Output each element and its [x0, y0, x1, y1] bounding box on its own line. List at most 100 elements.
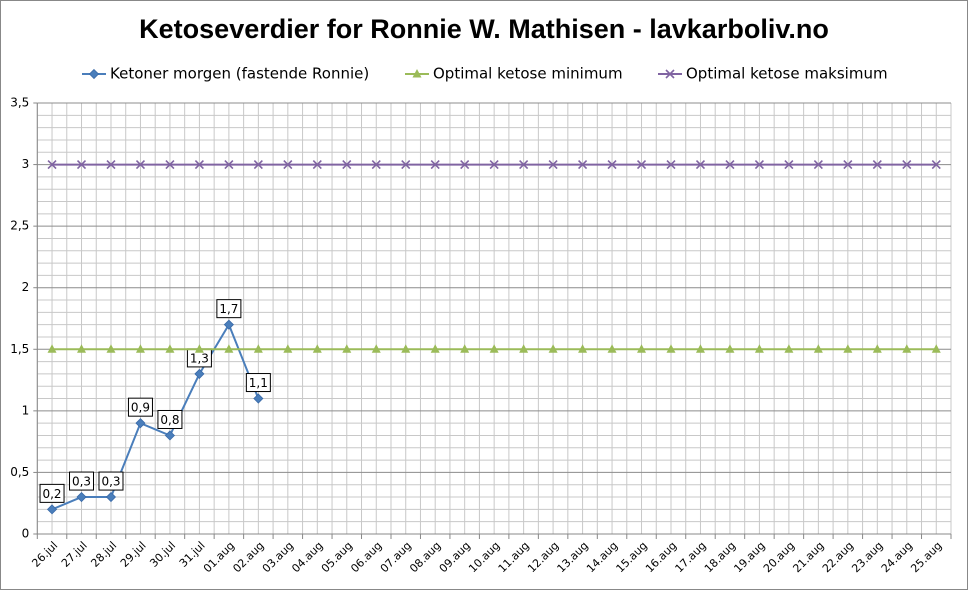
y-tick-label: 0 — [22, 527, 30, 541]
data-label: 0,3 — [72, 475, 91, 489]
point — [105, 491, 117, 503]
data-label: 1,3 — [190, 351, 209, 365]
point — [165, 344, 175, 353]
point — [548, 344, 558, 353]
point — [784, 344, 794, 353]
point — [460, 160, 470, 170]
point — [47, 344, 57, 353]
point — [902, 160, 912, 170]
point — [430, 160, 440, 170]
data-label: 1,7 — [219, 302, 238, 316]
point — [194, 368, 205, 379]
point — [401, 160, 411, 170]
y-tick-label: 1,5 — [10, 342, 29, 356]
point — [607, 160, 617, 170]
legend-label: Optimal ketose maksimum — [686, 65, 888, 83]
point — [223, 319, 234, 330]
point — [401, 344, 411, 353]
y-tick-label: 2,5 — [10, 219, 29, 233]
point — [312, 344, 322, 353]
point — [47, 160, 57, 170]
data-label-box — [127, 397, 153, 417]
point — [931, 344, 941, 353]
point — [106, 160, 116, 170]
legend-marker — [88, 68, 100, 80]
point — [371, 344, 381, 353]
point — [106, 344, 116, 353]
point — [253, 160, 263, 170]
y-tick-label: 3 — [22, 157, 30, 171]
series: 0,2 0,3 0,3 0,9 0,8 1,3 1,7 1,1 — [39, 299, 271, 515]
data-label-box — [39, 483, 65, 503]
point — [578, 160, 588, 170]
y-tick-label: 0,5 — [10, 465, 29, 479]
point — [76, 160, 87, 170]
data-label-box — [157, 409, 183, 429]
chart-title: Ketoseverdier for Ronnie W. Mathisen - l… — [139, 14, 829, 44]
point — [77, 344, 87, 353]
point — [489, 344, 499, 353]
point — [578, 344, 588, 353]
point — [902, 344, 912, 353]
point — [843, 344, 853, 353]
point — [253, 344, 263, 353]
point — [430, 344, 440, 353]
point — [695, 160, 706, 170]
data-label: 0,9 — [131, 401, 150, 415]
data-label-box — [245, 373, 271, 393]
data-label-box — [216, 299, 242, 319]
point — [224, 160, 234, 170]
point — [754, 344, 764, 353]
point — [135, 160, 146, 170]
point — [342, 160, 352, 170]
point — [253, 393, 264, 404]
point — [813, 160, 823, 170]
data-label: 1,1 — [249, 376, 268, 390]
point — [519, 160, 529, 170]
point — [725, 160, 735, 170]
point — [283, 344, 293, 353]
point — [76, 491, 87, 503]
point — [725, 344, 735, 353]
point — [843, 160, 853, 170]
data-label: 0,8 — [160, 413, 179, 427]
y-tick-label: 1 — [22, 403, 30, 417]
point — [754, 160, 764, 170]
y-tick-label: 3,5 — [10, 96, 29, 110]
point — [46, 504, 58, 515]
legend-marker — [665, 69, 675, 79]
point — [312, 160, 322, 170]
point — [519, 344, 529, 353]
series — [47, 160, 941, 170]
series — [47, 344, 941, 353]
legend-label: Optimal ketose minimum — [433, 65, 623, 83]
data-label-box — [69, 471, 95, 491]
data-label-box — [98, 471, 124, 491]
legend-label: Ketoner morgen (fastende Ronnie) — [110, 65, 369, 83]
point — [666, 344, 676, 353]
point — [548, 160, 558, 170]
data-label: 0,3 — [101, 475, 120, 489]
point — [666, 160, 676, 170]
point — [872, 160, 882, 170]
point — [194, 344, 204, 353]
point — [164, 430, 175, 441]
point — [695, 344, 705, 353]
point — [283, 160, 293, 170]
point — [637, 344, 647, 353]
point — [784, 160, 794, 170]
point — [931, 160, 941, 170]
y-tick-label: 2 — [22, 280, 30, 294]
point — [489, 160, 499, 170]
point — [460, 344, 470, 353]
point — [194, 160, 204, 170]
point — [224, 344, 234, 353]
legend-marker — [412, 69, 422, 78]
point — [342, 344, 352, 353]
point — [607, 344, 617, 353]
point — [135, 344, 145, 353]
point — [636, 160, 647, 170]
point — [371, 160, 381, 170]
